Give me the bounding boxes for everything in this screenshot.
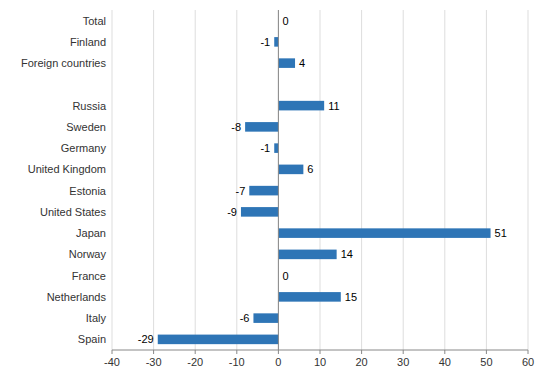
grid-line xyxy=(278,10,279,350)
category-label: Italy xyxy=(86,312,107,324)
data-label: 51 xyxy=(495,227,507,239)
grid-line xyxy=(444,10,445,350)
category-label: Japan xyxy=(76,227,106,239)
data-label: 0 xyxy=(282,270,288,282)
data-label: -6 xyxy=(240,312,250,324)
data-label: 14 xyxy=(341,248,353,260)
grid-line xyxy=(361,10,362,350)
bar xyxy=(278,165,303,175)
bar xyxy=(278,101,324,111)
tick-label: -20 xyxy=(187,356,203,368)
bar xyxy=(274,37,278,47)
tick-label: -40 xyxy=(104,356,120,368)
tick-label: -10 xyxy=(229,356,245,368)
data-label: -7 xyxy=(235,185,245,197)
data-label: 0 xyxy=(282,15,288,27)
bar xyxy=(245,122,278,132)
grid-line xyxy=(236,10,237,350)
data-label: 4 xyxy=(299,57,305,69)
tick-label: 60 xyxy=(522,356,534,368)
category-label: United Kingdom xyxy=(28,163,106,175)
bar xyxy=(278,228,490,238)
data-label: -8 xyxy=(231,121,241,133)
x-axis: -40 -30 -20 -10 0 10 20 30 40 50 60 xyxy=(104,350,534,368)
tick-label: 30 xyxy=(397,356,409,368)
category-label: Spain xyxy=(78,333,106,345)
tick-label: -30 xyxy=(146,356,162,368)
data-label: -1 xyxy=(260,142,270,154)
bar xyxy=(241,207,278,217)
data-labels: 0 -1 4 11 -8 -1 6 -7 -9 51 14 0 15 -6 -29 xyxy=(138,15,507,346)
grid-line xyxy=(112,10,113,350)
tick-mark xyxy=(236,350,237,354)
bar xyxy=(278,292,340,302)
bar xyxy=(158,335,279,345)
data-label: -9 xyxy=(227,206,237,218)
tick-label: 10 xyxy=(314,356,326,368)
data-label: -1 xyxy=(260,36,270,48)
tick-label: 50 xyxy=(480,356,492,368)
grid-line xyxy=(528,10,529,350)
grid xyxy=(112,10,528,350)
data-label: 6 xyxy=(307,163,313,175)
bar xyxy=(278,58,295,68)
y-axis: Total Finland Foreign countries Russia Swede… xyxy=(21,15,107,346)
category-label: United States xyxy=(40,206,107,218)
bar xyxy=(278,250,336,260)
data-label: -29 xyxy=(138,333,154,345)
tick-mark xyxy=(195,350,196,354)
axis-line xyxy=(112,350,528,351)
category-label: Netherlands xyxy=(47,291,107,303)
category-label: Sweden xyxy=(66,121,106,133)
tick-mark xyxy=(320,350,321,354)
tick-mark xyxy=(444,350,445,354)
category-label: Finland xyxy=(70,36,106,48)
grid-line xyxy=(403,10,404,350)
tick-mark xyxy=(403,350,404,354)
category-label: Estonia xyxy=(69,185,107,197)
data-label: 15 xyxy=(345,291,357,303)
tick-mark xyxy=(112,350,113,354)
tick-label: 20 xyxy=(355,356,367,368)
tick-label: 40 xyxy=(439,356,451,368)
zero-line xyxy=(278,10,279,350)
tick-mark xyxy=(278,350,279,354)
category-label: Germany xyxy=(61,142,107,154)
tick-mark xyxy=(528,350,529,354)
grid-line xyxy=(486,10,487,350)
tick-mark xyxy=(361,350,362,354)
category-label: Norway xyxy=(69,248,107,260)
grid-line xyxy=(195,10,196,350)
tick-mark xyxy=(486,350,487,354)
bars xyxy=(158,37,491,344)
bar xyxy=(249,186,278,196)
category-label: Russia xyxy=(72,100,107,112)
bar xyxy=(274,143,278,153)
category-label: France xyxy=(72,270,106,282)
data-label: 11 xyxy=(328,100,339,112)
tick-label: 0 xyxy=(275,356,281,368)
grid-line xyxy=(153,10,154,350)
bar xyxy=(253,313,278,323)
category-label: Total xyxy=(83,15,106,27)
tick-mark xyxy=(153,350,154,354)
chart: -40 -30 -20 -10 0 10 20 30 40 50 60 0 -1 4 11 -8 -1 6 -7 -9… xyxy=(0,0,546,376)
category-label: Foreign countries xyxy=(21,57,106,69)
